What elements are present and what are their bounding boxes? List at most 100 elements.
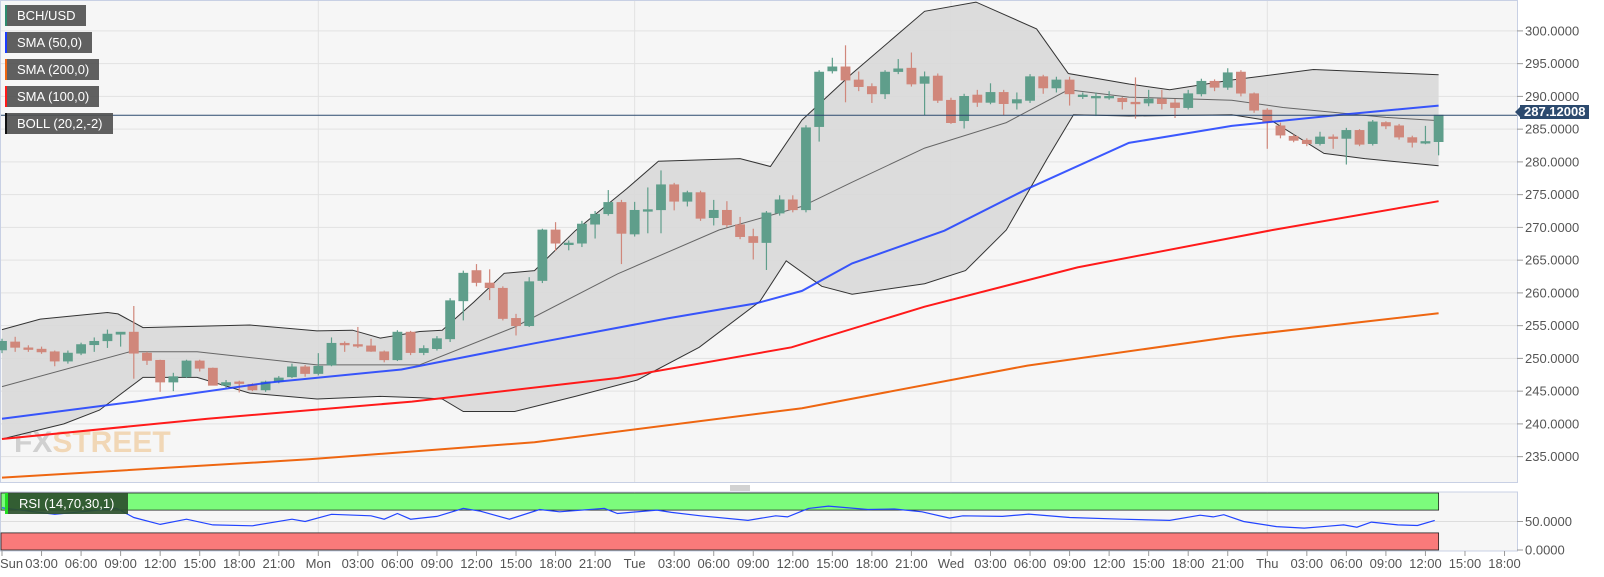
candle-bearish[interactable] — [840, 45, 851, 103]
candle-bullish[interactable] — [0, 338, 7, 354]
candle-bearish[interactable] — [998, 89, 1009, 116]
candle-bullish[interactable] — [445, 298, 456, 343]
legend-bch-usd[interactable]: BCH/USD — [5, 5, 86, 26]
candle-bullish[interactable] — [524, 277, 535, 327]
candle-bearish[interactable] — [1394, 123, 1404, 140]
candle-bearish[interactable] — [1249, 92, 1259, 113]
candle-bearish[interactable] — [352, 326, 363, 348]
candle-bearish[interactable] — [748, 228, 759, 260]
candle-bearish[interactable] — [1209, 79, 1220, 92]
candle-bullish[interactable] — [115, 331, 126, 347]
candle-bullish[interactable] — [761, 211, 772, 270]
candle-bullish[interactable] — [76, 342, 86, 356]
legend-bollinger[interactable]: BOLL (20,2,-2) — [5, 113, 113, 134]
legend-sma-50[interactable]: SMA (50,0) — [5, 32, 93, 53]
candle-bullish[interactable] — [774, 195, 785, 216]
candle-bearish[interactable] — [36, 346, 47, 354]
candle-bearish[interactable] — [207, 367, 218, 386]
candle-bearish[interactable] — [1117, 97, 1128, 110]
candle-bearish[interactable] — [550, 222, 561, 251]
candle-bullish[interactable] — [603, 190, 614, 216]
candle-bullish[interactable] — [89, 337, 100, 352]
candle-bearish[interactable] — [471, 264, 482, 287]
candle-bearish[interactable] — [1328, 134, 1339, 149]
candle-bearish[interactable] — [1064, 76, 1075, 106]
candle-bullish[interactable] — [577, 220, 587, 248]
candle-bullish[interactable] — [880, 70, 890, 100]
candle-bullish[interactable] — [418, 345, 429, 356]
candle-bullish[interactable] — [1025, 74, 1035, 103]
candle-bearish[interactable] — [405, 330, 416, 356]
candle-bullish[interactable] — [985, 83, 996, 105]
candle-bullish[interactable] — [102, 329, 113, 348]
candle-bullish[interactable] — [313, 353, 324, 376]
candle-bearish[interactable] — [1288, 134, 1299, 143]
candle-bullish[interactable] — [1420, 125, 1431, 145]
candle-bearish[interactable] — [787, 195, 798, 213]
candle-bearish[interactable] — [484, 269, 495, 301]
candle-bullish[interactable] — [63, 350, 73, 364]
candle-bearish[interactable] — [735, 216, 745, 240]
candle-bullish[interactable] — [801, 125, 811, 213]
candle-bullish[interactable] — [1143, 89, 1154, 107]
candle-bearish[interactable] — [155, 359, 166, 392]
candle-bullish[interactable] — [642, 187, 653, 234]
legend-sma-200[interactable]: SMA (200,0) — [5, 59, 100, 80]
candle-bullish[interactable] — [919, 71, 930, 116]
candle-bullish[interactable] — [432, 336, 442, 351]
candle-bullish[interactable] — [1367, 119, 1378, 146]
candle-bullish[interactable] — [168, 372, 179, 392]
candle-bullish[interactable] — [1011, 92, 1022, 110]
candle-bullish[interactable] — [590, 211, 600, 239]
candle-bearish[interactable] — [366, 338, 376, 352]
candle-bullish[interactable] — [563, 240, 574, 251]
candle-bearish[interactable] — [1381, 121, 1391, 130]
candle-bullish[interactable] — [629, 201, 640, 237]
candle-bearish[interactable] — [722, 201, 732, 228]
candle-bearish[interactable] — [1156, 89, 1167, 110]
candle-bullish[interactable] — [181, 359, 192, 379]
candle-bearish[interactable] — [128, 306, 139, 379]
candle-bearish[interactable] — [497, 286, 508, 321]
candle-bearish[interactable] — [511, 313, 521, 336]
candle-bearish[interactable] — [339, 341, 350, 352]
candle-bullish[interactable] — [893, 59, 904, 75]
candle-bearish[interactable] — [1275, 122, 1286, 139]
candle-bearish[interactable] — [616, 199, 627, 265]
candle-bullish[interactable] — [458, 270, 469, 321]
candle-bearish[interactable] — [906, 52, 917, 87]
candle-bearish[interactable] — [10, 336, 21, 352]
candle-bullish[interactable] — [1222, 68, 1233, 90]
candle-bullish[interactable] — [959, 93, 970, 129]
candle-bearish[interactable] — [49, 350, 60, 367]
candle-bearish[interactable] — [1407, 135, 1418, 148]
candle-bullish[interactable] — [1091, 92, 1101, 117]
candle-bullish[interactable] — [392, 330, 403, 362]
candle-bearish[interactable] — [1354, 129, 1365, 147]
candle-bearish[interactable] — [300, 364, 311, 377]
candle-bearish[interactable] — [1301, 138, 1312, 147]
candle-bullish[interactable] — [1341, 127, 1352, 165]
candle-bullish[interactable] — [537, 228, 548, 284]
candle-bearish[interactable] — [972, 89, 983, 107]
candle-bullish[interactable] — [814, 70, 825, 142]
candle-bullish[interactable] — [827, 57, 838, 74]
candle-bearish[interactable] — [1236, 70, 1246, 97]
candle-bearish[interactable] — [23, 345, 34, 352]
candle-bearish[interactable] — [1038, 74, 1049, 94]
candle-bullish[interactable] — [1077, 92, 1088, 100]
candle-bullish[interactable] — [326, 337, 337, 367]
candle-bullish[interactable] — [656, 170, 666, 234]
candle-bearish[interactable] — [866, 83, 877, 103]
candle-bearish[interactable] — [1130, 77, 1141, 119]
candle-bearish[interactable] — [946, 97, 956, 124]
legend-rsi[interactable]: RSI (14,70,30,1) — [5, 493, 129, 514]
candle-bullish[interactable] — [1196, 78, 1207, 97]
candle-bearish[interactable] — [142, 351, 152, 365]
candle-bullish[interactable] — [1183, 89, 1194, 110]
candle-bearish[interactable] — [194, 359, 205, 372]
candle-bullish[interactable] — [708, 199, 719, 226]
candle-bullish[interactable] — [287, 363, 297, 379]
candle-bullish[interactable] — [682, 190, 693, 207]
